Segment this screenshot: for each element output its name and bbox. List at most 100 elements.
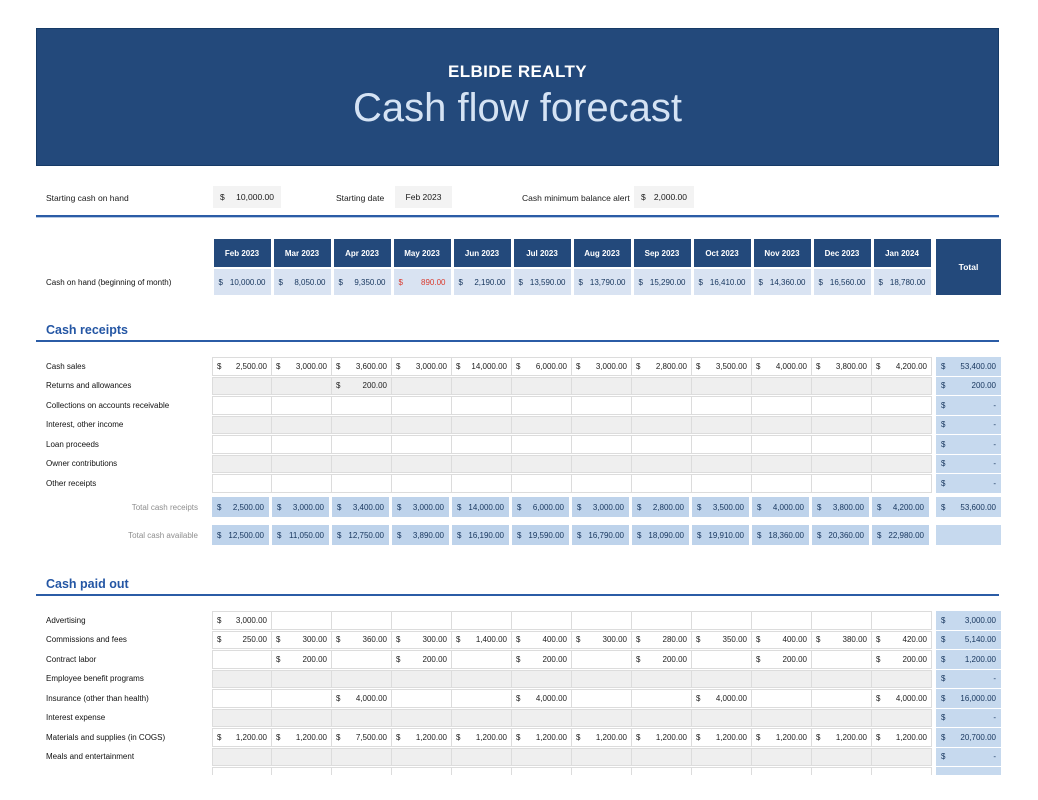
cash-on-hand-cell[interactable]: $16,410.00 [693, 269, 751, 295]
data-cell[interactable] [812, 435, 872, 454]
totals-cell[interactable]: $3,000.00 [572, 497, 629, 517]
data-cell[interactable] [872, 474, 932, 493]
data-cell[interactable] [752, 747, 812, 766]
row-total-cell[interactable]: $200.00 [936, 376, 1001, 395]
cash-on-hand-cell[interactable]: $13,790.00 [573, 269, 631, 295]
row-total-cell[interactable]: $5,140.00 [936, 630, 1001, 649]
row-label[interactable]: Collections on accounts receivable [46, 400, 170, 410]
row-label[interactable]: Advertising [46, 615, 86, 625]
data-cell[interactable] [452, 376, 512, 395]
data-cell[interactable]: $6,000.00 [512, 357, 572, 376]
data-cell[interactable] [752, 689, 812, 708]
data-cell[interactable]: $1,200.00 [512, 728, 572, 747]
data-cell[interactable] [392, 708, 452, 727]
cash-on-hand-cell[interactable]: $14,360.00 [753, 269, 811, 295]
data-cell[interactable]: $200.00 [512, 650, 572, 669]
data-cell[interactable] [452, 415, 512, 434]
data-cell[interactable] [752, 376, 812, 395]
month-header[interactable]: Nov 2023 [753, 239, 811, 267]
month-header[interactable]: Jul 2023 [513, 239, 571, 267]
data-cell[interactable] [452, 611, 512, 630]
data-cell[interactable] [632, 376, 692, 395]
data-cell[interactable] [572, 415, 632, 434]
data-cell[interactable] [752, 454, 812, 473]
data-cell[interactable] [212, 669, 272, 688]
data-cell[interactable] [632, 611, 692, 630]
data-cell[interactable]: $300.00 [392, 630, 452, 649]
data-cell[interactable]: $200.00 [872, 650, 932, 669]
data-cell[interactable] [692, 435, 752, 454]
data-cell[interactable] [572, 454, 632, 473]
data-cell[interactable]: $420.00 [872, 630, 932, 649]
row-total-cell[interactable]: $ - [936, 474, 1001, 493]
data-cell[interactable] [692, 650, 752, 669]
data-cell[interactable]: $1,200.00 [812, 728, 872, 747]
data-cell[interactable] [872, 669, 932, 688]
data-cell[interactable] [632, 435, 692, 454]
data-cell[interactable]: $1,200.00 [572, 728, 632, 747]
data-cell[interactable] [452, 669, 512, 688]
data-cell[interactable] [332, 747, 392, 766]
data-cell[interactable] [452, 689, 512, 708]
row-total-cell[interactable] [936, 767, 1001, 775]
row-total-cell[interactable]: $1,200.00 [936, 650, 1001, 669]
data-cell[interactable] [692, 454, 752, 473]
data-cell[interactable]: $200.00 [752, 650, 812, 669]
totals-cell[interactable]: $3,890.00 [392, 525, 449, 545]
cash-on-hand-cell[interactable]: $13,590.00 [513, 269, 571, 295]
data-cell[interactable] [512, 474, 572, 493]
data-cell[interactable] [332, 650, 392, 669]
data-cell[interactable] [392, 376, 452, 395]
data-cell[interactable] [212, 708, 272, 727]
data-cell[interactable]: $1,400.00 [452, 630, 512, 649]
data-cell[interactable] [332, 435, 392, 454]
data-cell[interactable]: $200.00 [632, 650, 692, 669]
data-cell[interactable] [512, 376, 572, 395]
row-total-cell[interactable]: $ - [936, 454, 1001, 473]
data-cell[interactable] [272, 454, 332, 473]
data-cell[interactable]: $3,500.00 [692, 357, 752, 376]
data-cell[interactable] [212, 415, 272, 434]
month-header[interactable]: Mar 2023 [273, 239, 331, 267]
cash-on-hand-cell[interactable]: $890.00 [393, 269, 451, 295]
data-cell[interactable] [752, 767, 812, 775]
data-cell[interactable] [452, 396, 512, 415]
data-cell[interactable] [572, 611, 632, 630]
data-cell[interactable] [272, 435, 332, 454]
totals-cell[interactable]: $18,360.00 [752, 525, 809, 545]
data-cell[interactable] [212, 650, 272, 669]
month-header[interactable]: Aug 2023 [573, 239, 631, 267]
data-cell[interactable] [272, 708, 332, 727]
row-total-cell[interactable]: $3,000.00 [936, 611, 1001, 630]
month-header[interactable]: Jan 2024 [873, 239, 931, 267]
data-cell[interactable]: $1,200.00 [632, 728, 692, 747]
data-cell[interactable] [332, 708, 392, 727]
data-cell[interactable]: $200.00 [272, 650, 332, 669]
data-cell[interactable] [872, 376, 932, 395]
data-cell[interactable]: $400.00 [512, 630, 572, 649]
data-cell[interactable] [812, 396, 872, 415]
data-cell[interactable] [632, 747, 692, 766]
data-cell[interactable] [632, 708, 692, 727]
totals-cell[interactable]: $4,000.00 [752, 497, 809, 517]
data-cell[interactable]: $200.00 [392, 650, 452, 669]
data-cell[interactable] [452, 650, 512, 669]
data-cell[interactable] [632, 454, 692, 473]
cash-on-hand-cell[interactable]: $8,050.00 [273, 269, 331, 295]
data-cell[interactable] [332, 396, 392, 415]
totals-cell[interactable]: $2,800.00 [632, 497, 689, 517]
data-cell[interactable] [212, 747, 272, 766]
data-cell[interactable] [632, 396, 692, 415]
totals-cell[interactable]: $18,090.00 [632, 525, 689, 545]
data-cell[interactable] [812, 611, 872, 630]
row-total-cell[interactable]: $ - [936, 396, 1001, 415]
row-label[interactable]: Employee benefit programs [46, 674, 144, 684]
data-cell[interactable]: $3,000.00 [272, 357, 332, 376]
row-total-cell[interactable]: $16,000.00 [936, 689, 1001, 708]
data-cell[interactable] [632, 689, 692, 708]
data-cell[interactable] [512, 396, 572, 415]
data-cell[interactable]: $300.00 [572, 630, 632, 649]
data-cell[interactable] [392, 689, 452, 708]
data-cell[interactable]: $4,000.00 [692, 689, 752, 708]
data-cell[interactable] [392, 474, 452, 493]
